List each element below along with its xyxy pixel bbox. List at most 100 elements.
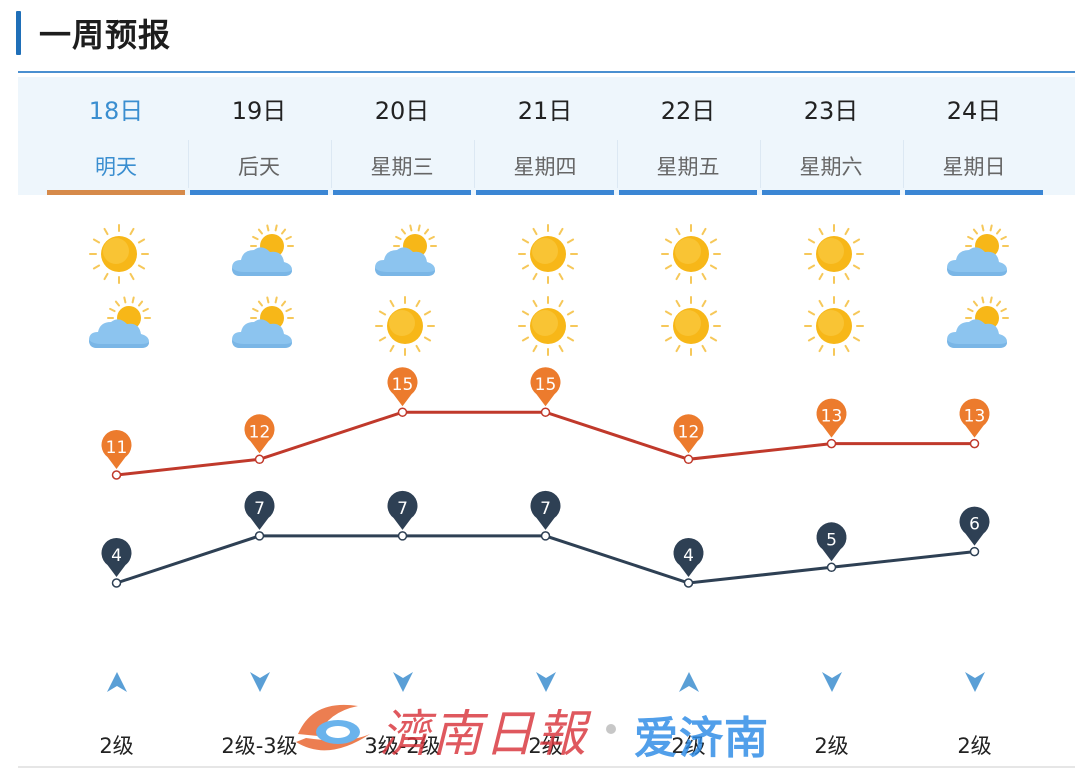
day-weekday: 星期五 bbox=[656, 155, 720, 179]
page-title: 一周预报 bbox=[39, 16, 172, 54]
sun-icon bbox=[87, 222, 151, 286]
day-tab[interactable]: 19日后天 bbox=[190, 77, 328, 195]
day-tab[interactable]: 20日 星期三 bbox=[333, 77, 471, 195]
low-temp-label: 4 bbox=[683, 546, 694, 566]
wind-level: 2级 bbox=[528, 734, 563, 758]
high-temp-point: 13 bbox=[816, 398, 847, 449]
high-temp-point: 12 bbox=[673, 414, 704, 465]
day-date: 22日 bbox=[660, 97, 716, 125]
high-temp-pin bbox=[101, 430, 132, 469]
high-temp-pin bbox=[530, 367, 561, 407]
wind-level: 2级 bbox=[957, 734, 992, 758]
wind-level: 2级-3级 bbox=[221, 734, 298, 758]
sun-icon bbox=[516, 294, 580, 358]
wind-arrow-down-icon bbox=[963, 670, 987, 694]
bottom-divider bbox=[18, 766, 1075, 768]
sun-icon bbox=[516, 222, 580, 286]
wind-arrow-up-icon bbox=[105, 670, 129, 694]
high-temp-dot bbox=[540, 407, 551, 417]
high-temp-point: 15 bbox=[530, 367, 561, 417]
wind-level: 2级 bbox=[671, 734, 706, 758]
low-temp-pin bbox=[959, 506, 990, 546]
title-accent-bar bbox=[16, 11, 21, 55]
low-temp-pin bbox=[530, 490, 561, 530]
low-temp-dot bbox=[683, 578, 694, 588]
high-temp-label: 15 bbox=[535, 375, 557, 395]
day-underline bbox=[47, 190, 185, 195]
low-temp-label: 6 bbox=[969, 515, 980, 535]
day-date: 24日 bbox=[946, 97, 1002, 125]
day-tab[interactable]: 23日 星期六 bbox=[762, 77, 900, 195]
low-temp-pin bbox=[673, 538, 704, 577]
high-temp-label: 11 bbox=[106, 438, 128, 458]
day-weekday: 星期三 bbox=[370, 155, 434, 179]
low-temp-pin bbox=[816, 522, 847, 562]
low-temp-label: 4 bbox=[111, 546, 122, 566]
day-date: 21日 bbox=[517, 97, 573, 125]
low-temp-pin bbox=[387, 490, 418, 530]
sun-icon bbox=[659, 222, 723, 286]
day-underline bbox=[333, 190, 471, 195]
day-underline bbox=[619, 190, 757, 195]
day-weekday: 星期日 bbox=[942, 155, 1006, 179]
wind-level: 3级-2级 bbox=[364, 734, 441, 758]
day-underline bbox=[905, 190, 1043, 195]
day-tab[interactable]: 22日星期五 bbox=[619, 77, 757, 195]
wind-arrow-down-icon bbox=[534, 670, 558, 694]
low-temp-dot bbox=[540, 531, 551, 541]
day-separator bbox=[617, 140, 618, 188]
wind-arrow-down-icon bbox=[820, 670, 844, 694]
high-temp-dot bbox=[254, 454, 265, 465]
high-temp-line bbox=[116, 410, 975, 477]
day-date: 23日 bbox=[803, 97, 859, 125]
high-temp-dot bbox=[826, 438, 837, 449]
high-temp-label: 12 bbox=[678, 422, 700, 442]
sun-icon bbox=[802, 222, 866, 286]
cloud-sun-icon bbox=[945, 222, 1009, 286]
day-tab[interactable]: 21日星期四 bbox=[476, 77, 614, 195]
cloud-sun-icon bbox=[230, 222, 294, 286]
high-temp-pin bbox=[244, 414, 275, 454]
wind-arrow-down-icon bbox=[391, 670, 415, 694]
cloud-sun-icon bbox=[945, 294, 1009, 358]
low-temp-pin bbox=[244, 490, 275, 530]
day-weekday: 星期四 bbox=[513, 155, 577, 179]
day-separator bbox=[474, 140, 475, 188]
low-temp-line bbox=[116, 534, 975, 585]
low-temp-point: 5 bbox=[816, 522, 847, 573]
wind-arrow-down-icon bbox=[248, 670, 272, 694]
cloud-sun-icon bbox=[87, 294, 151, 358]
high-temp-pin bbox=[387, 367, 418, 407]
high-temp-dot bbox=[683, 454, 694, 465]
high-temp-dot bbox=[111, 470, 122, 480]
day-underline bbox=[190, 190, 328, 195]
day-weekday: 明天 bbox=[95, 155, 137, 179]
day-underline bbox=[476, 190, 614, 195]
low-temp-label: 5 bbox=[826, 530, 837, 550]
wind-level: 2级 bbox=[99, 734, 134, 758]
day-separator bbox=[760, 140, 761, 188]
sun-icon bbox=[373, 294, 437, 358]
low-temp-label: 7 bbox=[397, 499, 408, 519]
low-temp-point: 4 bbox=[673, 538, 704, 588]
title-divider bbox=[18, 71, 1075, 73]
day-tab[interactable]: 18日明天 bbox=[47, 77, 185, 195]
low-temp-label: 7 bbox=[540, 499, 551, 519]
high-temp-point: 12 bbox=[244, 414, 275, 465]
day-tabs-background bbox=[18, 77, 1075, 195]
cloud-sun-icon bbox=[230, 294, 294, 358]
low-temp-point: 6 bbox=[959, 506, 990, 557]
wind-arrow-up-icon bbox=[677, 670, 701, 694]
day-tab[interactable]: 24日星期日 bbox=[905, 77, 1043, 195]
low-temp-label: 7 bbox=[254, 499, 265, 519]
high-temp-pin bbox=[959, 398, 990, 438]
high-temp-dot bbox=[397, 407, 408, 417]
day-date: 19日 bbox=[231, 97, 287, 125]
low-temp-dot bbox=[826, 562, 837, 573]
high-temp-point: 15 bbox=[387, 367, 418, 417]
day-separator bbox=[331, 140, 332, 188]
day-weekday: 后天 bbox=[238, 155, 280, 179]
day-date: 18日 bbox=[88, 97, 144, 125]
low-temp-point: 4 bbox=[101, 538, 132, 588]
day-separator bbox=[903, 140, 904, 188]
